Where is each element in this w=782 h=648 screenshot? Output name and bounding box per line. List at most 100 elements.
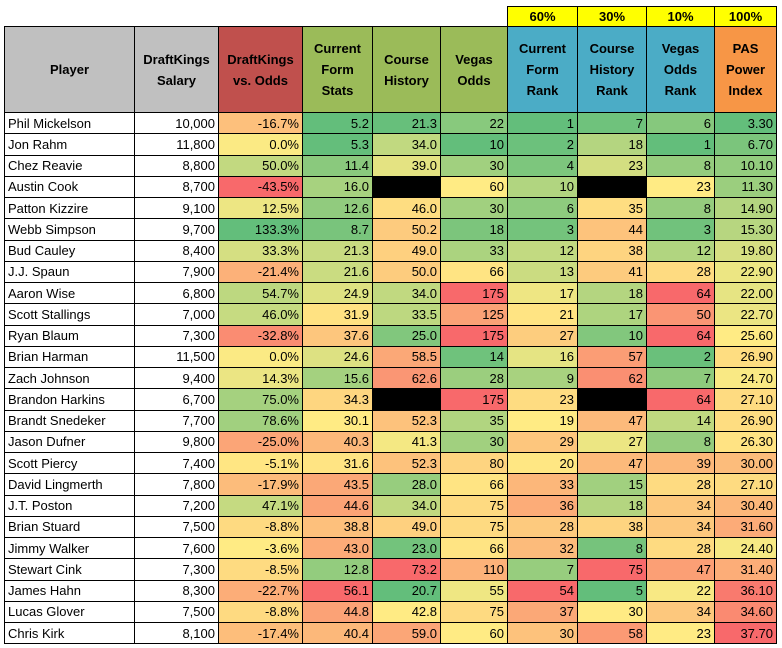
cell-vegas-odds[interactable]: 28 xyxy=(440,366,508,390)
cell-form-stats[interactable]: 34.3 xyxy=(302,388,373,411)
cell-form-rank[interactable]: 28 xyxy=(507,515,578,539)
cell-pas[interactable]: 24.40 xyxy=(714,536,777,560)
cell-vegas-odds[interactable]: 60 xyxy=(440,621,508,645)
cell-salary[interactable]: 8,400 xyxy=(134,239,219,262)
header-pas[interactable]: PAS Power Index xyxy=(714,26,777,113)
cell-pas[interactable]: 19.80 xyxy=(714,239,777,262)
cell-form-stats[interactable]: 12.8 xyxy=(302,558,373,581)
cell-dk-vs-odds[interactable]: 0.0% xyxy=(218,133,303,156)
cell-player[interactable]: Patton Kizzire xyxy=(4,196,135,220)
cell-salary[interactable]: 7,700 xyxy=(134,409,219,432)
cell-form-stats[interactable]: 24.9 xyxy=(302,281,373,305)
cell-pas[interactable]: 24.70 xyxy=(714,366,777,390)
cell-player[interactable]: Scott Piercy xyxy=(4,451,135,475)
cell-history-rank[interactable] xyxy=(577,175,647,199)
cell-form-stats[interactable]: 16.0 xyxy=(302,175,373,199)
cell-salary[interactable]: 8,300 xyxy=(134,579,219,602)
cell-history-rank[interactable]: 30 xyxy=(577,600,647,624)
cell-odds-rank[interactable]: 6 xyxy=(646,111,715,135)
cell-dk-vs-odds[interactable]: 78.6% xyxy=(218,409,303,432)
cell-form-stats[interactable]: 11.4 xyxy=(302,154,373,177)
cell-dk-vs-odds[interactable]: -16.7% xyxy=(218,111,303,135)
cell-dk-vs-odds[interactable]: 50.0% xyxy=(218,154,303,177)
cell-form-rank[interactable]: 36 xyxy=(507,494,578,517)
cell-player[interactable]: Stewart Cink xyxy=(4,558,135,581)
cell-vegas-odds[interactable]: 30 xyxy=(440,196,508,220)
cell-history-rank[interactable]: 7 xyxy=(577,111,647,135)
cell-form-rank[interactable]: 54 xyxy=(507,579,578,602)
cell-history-rank[interactable]: 57 xyxy=(577,345,647,369)
cell-vegas-odds[interactable]: 18 xyxy=(440,218,508,241)
cell-player[interactable]: Jimmy Walker xyxy=(4,536,135,560)
header-salary[interactable]: DraftKings Salary xyxy=(134,26,219,113)
cell-player[interactable]: Scott Stallings xyxy=(4,303,135,326)
cell-course-history[interactable]: 33.5 xyxy=(372,303,441,326)
cell-form-stats[interactable]: 24.6 xyxy=(302,345,373,369)
cell-history-rank[interactable]: 75 xyxy=(577,558,647,581)
cell-course-history[interactable]: 73.2 xyxy=(372,558,441,581)
cell-course-history[interactable]: 21.3 xyxy=(372,111,441,135)
cell-course-history[interactable]: 34.0 xyxy=(372,281,441,305)
cell-form-stats[interactable]: 37.6 xyxy=(302,324,373,347)
cell-dk-vs-odds[interactable]: 0.0% xyxy=(218,345,303,369)
cell-player[interactable]: Brandon Harkins xyxy=(4,388,135,411)
cell-form-rank[interactable]: 16 xyxy=(507,345,578,369)
cell-player[interactable]: Austin Cook xyxy=(4,175,135,199)
cell-player[interactable]: Chris Kirk xyxy=(4,621,135,645)
cell-history-rank[interactable]: 10 xyxy=(577,324,647,347)
cell-pas[interactable]: 31.40 xyxy=(714,558,777,581)
cell-odds-rank[interactable]: 64 xyxy=(646,388,715,411)
cell-pas[interactable]: 22.00 xyxy=(714,281,777,305)
cell-player[interactable]: Brandt Snedeker xyxy=(4,409,135,432)
cell-salary[interactable]: 6,800 xyxy=(134,281,219,305)
cell-course-history[interactable]: 58.5 xyxy=(372,345,441,369)
cell-vegas-odds[interactable]: 14 xyxy=(440,345,508,369)
cell-form-stats[interactable]: 21.6 xyxy=(302,260,373,284)
header-dk-vs-odds[interactable]: DraftKings vs. Odds xyxy=(218,26,303,113)
cell-course-history[interactable]: 42.8 xyxy=(372,600,441,624)
cell-pas[interactable]: 27.10 xyxy=(714,388,777,411)
cell-vegas-odds[interactable]: 35 xyxy=(440,409,508,432)
cell-form-stats[interactable]: 38.8 xyxy=(302,515,373,539)
cell-vegas-odds[interactable]: 175 xyxy=(440,281,508,305)
cell-vegas-odds[interactable]: 110 xyxy=(440,558,508,581)
cell-course-history[interactable]: 50.2 xyxy=(372,218,441,241)
cell-odds-rank[interactable]: 34 xyxy=(646,494,715,517)
header-vegas-odds[interactable]: Vegas Odds xyxy=(440,26,508,113)
cell-course-history[interactable]: 20.7 xyxy=(372,579,441,602)
cell-form-rank[interactable]: 20 xyxy=(507,451,578,475)
cell-salary[interactable]: 9,400 xyxy=(134,366,219,390)
cell-dk-vs-odds[interactable]: -3.6% xyxy=(218,536,303,560)
cell-player[interactable]: Bud Cauley xyxy=(4,239,135,262)
cell-salary[interactable]: 7,300 xyxy=(134,558,219,581)
cell-form-stats[interactable]: 30.1 xyxy=(302,409,373,432)
cell-course-history[interactable]: 52.3 xyxy=(372,451,441,475)
cell-vegas-odds[interactable]: 175 xyxy=(440,388,508,411)
cell-odds-rank[interactable]: 2 xyxy=(646,345,715,369)
cell-form-rank[interactable]: 2 xyxy=(507,133,578,156)
cell-odds-rank[interactable]: 12 xyxy=(646,239,715,262)
cell-dk-vs-odds[interactable]: -17.4% xyxy=(218,621,303,645)
cell-odds-rank[interactable]: 8 xyxy=(646,196,715,220)
cell-player[interactable]: Brian Stuard xyxy=(4,515,135,539)
cell-player[interactable]: Aaron Wise xyxy=(4,281,135,305)
cell-dk-vs-odds[interactable]: -8.8% xyxy=(218,515,303,539)
cell-dk-vs-odds[interactable]: -8.8% xyxy=(218,600,303,624)
cell-pas[interactable]: 11.30 xyxy=(714,175,777,199)
cell-history-rank[interactable]: 15 xyxy=(577,473,647,496)
cell-salary[interactable]: 9,100 xyxy=(134,196,219,220)
cell-form-rank[interactable]: 3 xyxy=(507,218,578,241)
cell-salary[interactable]: 11,800 xyxy=(134,133,219,156)
cell-odds-rank[interactable]: 64 xyxy=(646,324,715,347)
cell-vegas-odds[interactable]: 66 xyxy=(440,473,508,496)
cell-salary[interactable]: 7,300 xyxy=(134,324,219,347)
cell-history-rank[interactable] xyxy=(577,388,647,411)
cell-pas[interactable]: 34.60 xyxy=(714,600,777,624)
cell-odds-rank[interactable]: 7 xyxy=(646,366,715,390)
cell-pas[interactable]: 15.30 xyxy=(714,218,777,241)
cell-salary[interactable]: 7,600 xyxy=(134,536,219,560)
header-player[interactable]: Player xyxy=(4,26,135,113)
cell-odds-rank[interactable]: 14 xyxy=(646,409,715,432)
cell-salary[interactable]: 7,200 xyxy=(134,494,219,517)
cell-form-stats[interactable]: 21.3 xyxy=(302,239,373,262)
